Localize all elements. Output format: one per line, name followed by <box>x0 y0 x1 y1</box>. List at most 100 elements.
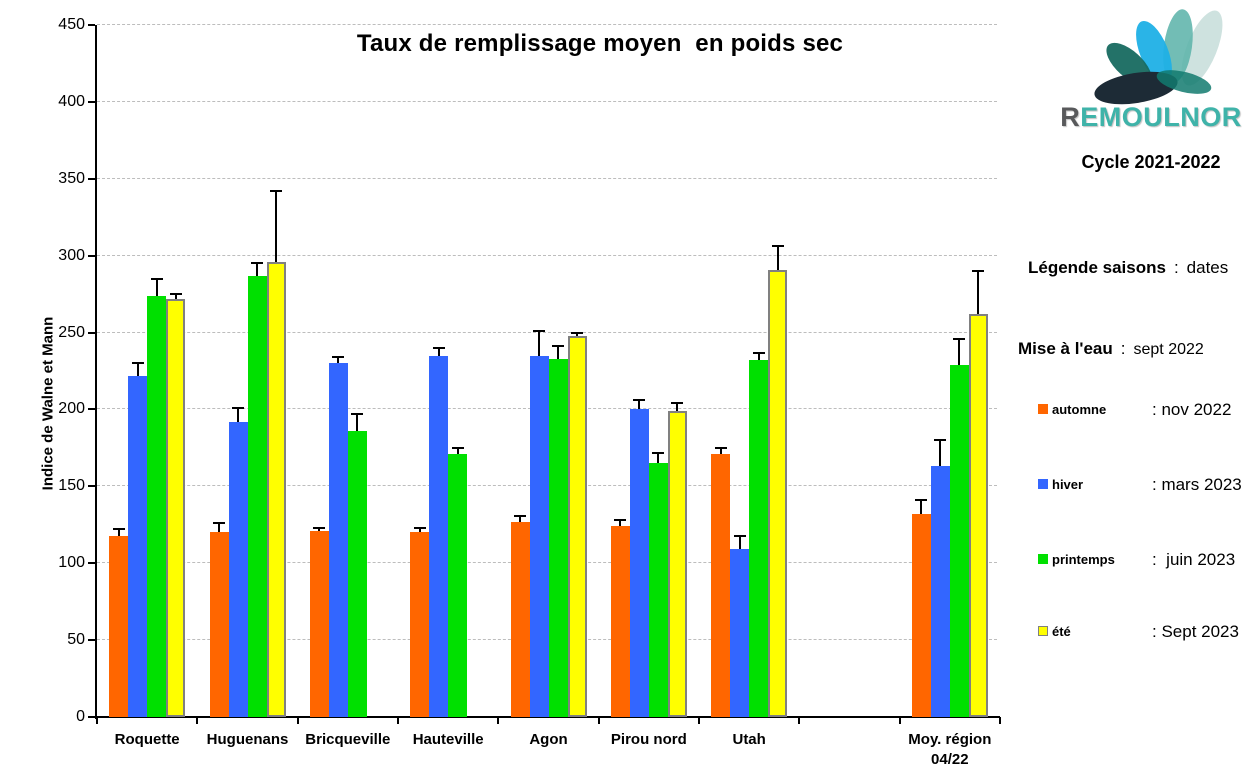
bar-hiver-2 <box>328 363 348 717</box>
bar-été-5 <box>667 410 687 717</box>
legend-item-date: : mars 2023 <box>1152 475 1242 494</box>
error-cap-automne-2 <box>313 526 326 529</box>
bar-hiver-0 <box>128 375 148 717</box>
error-cap-hiver-3 <box>432 346 445 349</box>
error-cap-hiver-8 <box>934 439 947 442</box>
error-cap-automne-3 <box>413 526 426 529</box>
remoulnor-wordmark: REMOULNOR <box>1056 102 1246 133</box>
y-tick-label-150: 150 <box>58 477 85 495</box>
wordmark-rest: EMOULNOR <box>1080 102 1242 132</box>
gridline-250 <box>97 331 997 333</box>
bar-été-0 <box>166 298 186 717</box>
error-bar-printemps-6 <box>757 352 760 361</box>
error-bar-automne-0 <box>117 529 120 536</box>
x-tick-5 <box>597 717 600 724</box>
legend-item-name: printemps <box>1052 552 1115 567</box>
error-bar-automne-5 <box>619 520 622 527</box>
error-bar-automne-2 <box>318 527 321 531</box>
gridline-350 <box>97 177 997 179</box>
y-tick-label-400: 400 <box>58 92 85 110</box>
legend-title-row: Légende saisons: dates <box>1028 258 1238 278</box>
error-cap-printemps-3 <box>451 446 464 449</box>
error-bar-hiver-4 <box>538 331 540 356</box>
y-axis-title: Indice de Walne et Mann <box>39 316 57 491</box>
automne-swatch-icon <box>1038 404 1048 414</box>
error-bar-printemps-5 <box>657 452 660 464</box>
error-cap-printemps-5 <box>652 451 665 454</box>
error-cap-printemps-2 <box>351 413 364 416</box>
y-axis-line <box>95 25 97 719</box>
bar-hiver-5 <box>629 409 649 717</box>
legend-item-name: été <box>1052 624 1071 639</box>
x-category-label: Huguenans <box>206 731 289 748</box>
error-cap-printemps-0 <box>150 277 163 280</box>
bar-hiver-1 <box>228 421 248 717</box>
x-tick-4 <box>497 717 500 724</box>
error-bar-automne-1 <box>218 523 220 533</box>
chart-title: Taux de remplissage moyen en poids sec <box>356 30 844 57</box>
y-tick-label-100: 100 <box>58 554 85 572</box>
bar-printemps-0 <box>147 295 167 717</box>
bar-automne-4 <box>510 521 530 717</box>
error-bar-été-1 <box>275 191 277 262</box>
mise-value: sept 2022 <box>1133 341 1204 358</box>
printemps-swatch-icon <box>1038 554 1048 564</box>
x-tick-0 <box>96 717 98 724</box>
error-bar-hiver-5 <box>638 400 641 410</box>
y-tick-450 <box>88 24 95 26</box>
y-tick-200 <box>88 408 95 411</box>
error-bar-hiver-2 <box>337 357 340 364</box>
legend-item-date: : juin 2023 <box>1152 550 1236 569</box>
error-cap-hiver-4 <box>533 330 545 333</box>
mise-label: Mise à l'eau <box>1018 339 1113 358</box>
legend-item-hiver: hiver : mars 2023 <box>1038 475 1242 495</box>
error-bar-hiver-3 <box>437 347 440 356</box>
error-cap-printemps-1 <box>251 262 263 265</box>
error-cap-automne-6 <box>714 446 727 449</box>
x-tick-6 <box>698 717 700 724</box>
error-bar-automne-3 <box>418 527 421 533</box>
gridline-300 <box>97 254 997 256</box>
error-cap-hiver-6 <box>733 534 746 537</box>
mise-colon: : <box>1120 339 1126 358</box>
x-tick-2 <box>296 717 299 724</box>
gridline-450 <box>97 24 997 25</box>
bar-hiver-8 <box>930 466 950 717</box>
legend-item-name: hiver <box>1052 477 1084 492</box>
legend-item-name: automne <box>1052 402 1107 417</box>
bar-été-8 <box>968 314 988 717</box>
bar-printemps-5 <box>648 463 668 717</box>
error-cap-automne-4 <box>514 514 526 517</box>
error-cap-printemps-6 <box>752 351 765 354</box>
x-tick-3 <box>397 717 399 724</box>
error-bar-hiver-8 <box>939 440 942 467</box>
error-bar-hiver-1 <box>237 407 239 422</box>
y-tick-label-50: 50 <box>67 631 85 649</box>
error-cap-printemps-4 <box>552 345 564 348</box>
bar-printemps-3 <box>448 454 468 717</box>
bar-automne-2 <box>309 530 329 717</box>
bar-printemps-4 <box>548 358 568 717</box>
x-tick-9 <box>999 717 1001 724</box>
error-bar-printemps-3 <box>456 447 459 455</box>
y-tick-300 <box>88 254 95 257</box>
error-bar-printemps-4 <box>557 346 559 359</box>
bar-automne-8 <box>911 514 931 717</box>
error-bar-printemps-8 <box>958 338 961 365</box>
y-tick-label-0: 0 <box>76 708 85 725</box>
error-bar-été-6 <box>776 246 779 270</box>
error-cap-automne-1 <box>213 522 225 525</box>
y-tick-400 <box>88 100 95 103</box>
error-cap-été-8 <box>972 270 985 273</box>
y-tick-100 <box>88 562 95 565</box>
x-category-label: Moy. région 04/22 <box>908 731 992 769</box>
y-tick-label-350: 350 <box>58 169 85 187</box>
error-bar-été-0 <box>174 294 177 299</box>
error-bar-automne-6 <box>719 447 722 455</box>
x-category-label: Roquette <box>114 731 180 748</box>
bar-printemps-1 <box>247 275 267 717</box>
legend-item-automne: automne : nov 2022 <box>1038 400 1238 420</box>
error-cap-automne-8 <box>915 499 928 502</box>
bar-printemps-2 <box>347 430 367 717</box>
x-tick-7 <box>798 717 801 724</box>
